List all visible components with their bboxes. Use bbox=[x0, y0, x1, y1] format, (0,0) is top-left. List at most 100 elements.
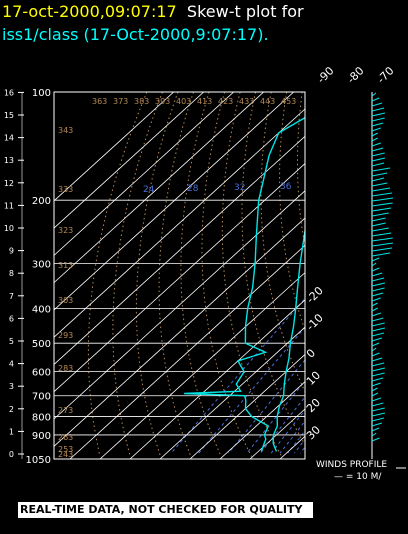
altitude-tick-label: 0 bbox=[9, 450, 14, 459]
wind-vector bbox=[371, 292, 384, 297]
wind-vector bbox=[371, 397, 382, 402]
wind-vector bbox=[371, 282, 386, 287]
altitude-tick-label: 1 bbox=[9, 427, 14, 436]
wind-vector bbox=[371, 132, 378, 137]
altitude-tick-label: 7 bbox=[9, 292, 14, 301]
wind-vector bbox=[371, 152, 385, 157]
mixing-ratio-line bbox=[198, 326, 305, 454]
wind-vector bbox=[371, 432, 377, 437]
wind-vector bbox=[371, 407, 385, 412]
wind-vector bbox=[371, 147, 384, 152]
wind-vector bbox=[371, 92, 377, 97]
wind-vector bbox=[371, 327, 386, 332]
dry-adiabat-label: 273 bbox=[58, 406, 73, 415]
isotherm-line bbox=[370, 92, 408, 459]
altitude-tick-label: 2 bbox=[9, 405, 14, 414]
wind-vector bbox=[371, 382, 381, 387]
altitude-tick-label: 8 bbox=[9, 269, 14, 278]
wind-vector bbox=[371, 387, 378, 392]
dry-adiabat-line bbox=[364, 92, 408, 457]
title-suffix: Skew-t plot for bbox=[186, 2, 304, 21]
altitude-tick-label: 11 bbox=[4, 201, 14, 210]
altitude-tick-label: 13 bbox=[4, 156, 14, 165]
dry-adiabat-line bbox=[395, 92, 408, 457]
wind-vector bbox=[371, 162, 385, 167]
dry-adiabat-label: 433 bbox=[239, 97, 254, 106]
isotherm-line bbox=[99, 272, 305, 459]
mixing-ratio-line bbox=[246, 380, 305, 454]
dry-adiabat-label: 293 bbox=[58, 331, 73, 340]
wind-vector bbox=[371, 297, 381, 302]
altitude-tick-label: 10 bbox=[4, 224, 14, 233]
dewpoint-trace bbox=[184, 116, 305, 452]
wind-vector bbox=[371, 422, 383, 427]
wind-vector bbox=[371, 267, 380, 272]
mixing-ratio-line bbox=[228, 359, 305, 454]
wind-vector bbox=[371, 337, 383, 342]
dry-adiabat-line bbox=[201, 92, 252, 457]
wind-profile-label: WINDS PROFILE bbox=[316, 460, 388, 470]
altitude-tick-label: 6 bbox=[9, 314, 14, 323]
isotherm-line bbox=[54, 92, 174, 202]
isotherm-line bbox=[54, 108, 305, 338]
wind-vector bbox=[371, 372, 385, 377]
altitude-tick-label: 9 bbox=[9, 247, 14, 256]
isotherm-line bbox=[129, 299, 305, 459]
isotherm-line bbox=[219, 381, 305, 459]
dry-adiabat-label: 243 bbox=[58, 450, 73, 459]
wind-vector bbox=[371, 357, 383, 362]
dry-adiabat-line bbox=[180, 92, 222, 457]
mixing-ratio-label: 32 bbox=[234, 183, 245, 193]
dry-adiabat-label: 403 bbox=[176, 97, 191, 106]
wind-vector bbox=[371, 197, 394, 202]
dry-adiabat-label: 363 bbox=[92, 97, 107, 106]
dry-adiabat-label: 313 bbox=[58, 261, 73, 270]
wind-vector bbox=[371, 312, 382, 317]
wind-vector bbox=[371, 187, 391, 192]
chart-subtitle: iss1/class (17-Oct-2000,9:07:17). bbox=[2, 25, 269, 44]
pressure-tick-label: 900 bbox=[32, 431, 51, 442]
right-temperature-label: -20 bbox=[304, 284, 326, 306]
wind-vector bbox=[371, 172, 388, 177]
mixing-ratio-line bbox=[270, 409, 305, 454]
isotherm-line bbox=[189, 353, 305, 459]
dry-adiabat-line bbox=[332, 92, 408, 457]
dry-adiabat-label: 323 bbox=[58, 226, 73, 235]
pressure-tick-label: 600 bbox=[32, 368, 51, 379]
wind-vector bbox=[371, 242, 394, 247]
chart-title: 17-oct-2000,09:07:17 Skew-t plot for bbox=[2, 2, 304, 21]
wind-vector bbox=[371, 157, 386, 162]
wind-vector bbox=[371, 262, 377, 267]
pressure-tick-label: 800 bbox=[32, 413, 51, 424]
wind-vector bbox=[371, 332, 385, 337]
wind-vector bbox=[371, 217, 386, 222]
wind-vector bbox=[371, 192, 393, 197]
wind-vector bbox=[371, 272, 383, 277]
pressure-tick-label: 700 bbox=[32, 392, 51, 403]
dry-adiabat-label: 343 bbox=[58, 126, 73, 135]
top-temperature-label: -90 bbox=[315, 64, 337, 86]
wind-vector bbox=[371, 137, 378, 142]
mixing-ratio-label: 36 bbox=[280, 182, 292, 192]
isotherm-line bbox=[54, 92, 294, 311]
isotherm-line bbox=[54, 92, 264, 284]
title-datetime: 17-oct-2000,09:07:17 bbox=[2, 2, 177, 21]
dry-adiabat-label: 303 bbox=[58, 296, 73, 305]
wind-vector bbox=[371, 437, 380, 442]
wind-vector bbox=[371, 247, 393, 252]
pressure-tick-label: 500 bbox=[32, 339, 51, 350]
wind-vector bbox=[371, 237, 393, 242]
dry-adiabat-label: 333 bbox=[58, 185, 73, 194]
mixing-ratio-line bbox=[279, 420, 305, 454]
top-temperature-label: -60 bbox=[405, 64, 408, 86]
isotherm-line bbox=[54, 135, 305, 365]
dry-adiabat-label: 373 bbox=[113, 97, 128, 106]
quality-notice: REAL-TIME DATA, NOT CHECKED FOR QUALITY bbox=[18, 502, 313, 518]
wind-vector bbox=[371, 202, 393, 207]
mixing-ratio-line bbox=[170, 297, 305, 454]
dry-adiabat-label: 283 bbox=[58, 364, 73, 373]
mixing-ratio-label: 24 bbox=[143, 185, 155, 195]
wind-vector bbox=[371, 307, 379, 312]
plot-frame bbox=[53, 91, 306, 460]
